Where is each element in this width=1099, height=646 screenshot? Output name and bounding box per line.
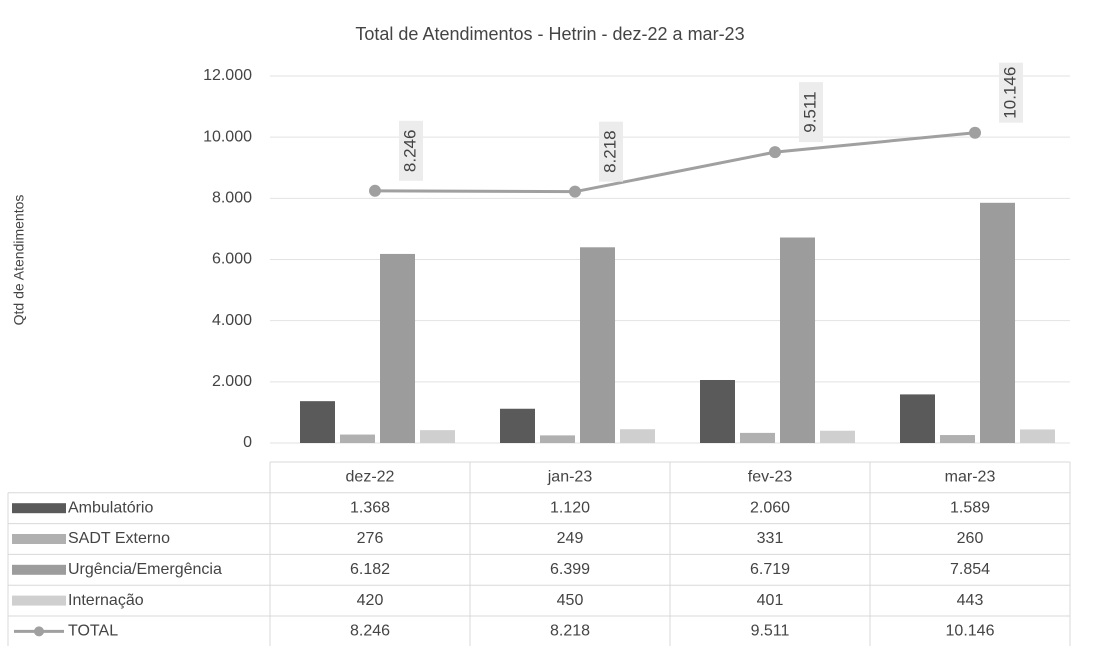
table-cell: 401 — [757, 592, 784, 609]
bar — [820, 430, 855, 443]
data-label: 8.246 — [400, 130, 419, 173]
table-cell: 420 — [357, 592, 384, 609]
y-tick-label: 4.000 — [212, 312, 252, 329]
bar — [1020, 429, 1055, 443]
line-marker — [569, 185, 581, 198]
data-label-box — [999, 62, 1023, 123]
line-marker — [369, 184, 381, 197]
table-cell: 450 — [557, 592, 584, 609]
table-cell: 6.399 — [550, 561, 590, 578]
y-tick-label: 0 — [243, 434, 252, 451]
table-cell: 276 — [357, 530, 384, 547]
chart-title: Total de Atendimentos - Hetrin - dez-22 … — [355, 24, 744, 44]
legend-label: SADT Externo — [68, 530, 170, 547]
data-label-box — [799, 82, 823, 143]
y-tick-label: 10.000 — [203, 128, 252, 145]
bar — [420, 430, 455, 443]
x-tick-label: fev-23 — [748, 469, 793, 486]
table-cell: 331 — [757, 530, 784, 547]
table-cell: 260 — [957, 530, 984, 547]
legend-swatch — [34, 626, 44, 637]
legend-swatch — [12, 564, 66, 575]
x-tick-label: jan-23 — [547, 469, 593, 486]
bar — [620, 429, 655, 443]
line-marker — [969, 126, 981, 139]
legend-swatch — [12, 595, 66, 606]
y-tick-label: 2.000 — [212, 373, 252, 390]
table-cell: 443 — [957, 592, 984, 609]
table-cell: 9.511 — [751, 623, 790, 640]
table-cell: 1.589 — [950, 499, 990, 516]
bar — [380, 253, 415, 443]
table-cell: 6.719 — [750, 561, 790, 578]
y-tick-label: 12.000 — [203, 67, 252, 84]
bar — [980, 202, 1015, 443]
table-cell: 1.368 — [350, 499, 390, 516]
bar — [340, 434, 375, 443]
legend-swatch — [12, 503, 66, 514]
y-axis-title: Qtd de Atendimentos — [11, 195, 27, 326]
line-marker — [769, 146, 781, 159]
data-label-box — [599, 121, 623, 182]
table-cell: 8.246 — [350, 623, 390, 640]
y-tick-label: 8.000 — [212, 190, 252, 207]
table-cell: 6.182 — [350, 561, 390, 578]
data-label: 8.218 — [600, 130, 619, 173]
x-tick-label: mar-23 — [945, 469, 996, 486]
table-cell: 249 — [557, 530, 584, 547]
bar — [300, 401, 335, 443]
data-label: 10.146 — [1000, 67, 1019, 119]
table-cell: 7.854 — [950, 561, 990, 578]
bar — [500, 408, 535, 443]
bar — [700, 379, 735, 443]
table-cell: 10.146 — [946, 623, 995, 640]
bar — [740, 432, 775, 443]
table-cell: 2.060 — [750, 499, 790, 516]
legend-swatch — [12, 534, 66, 544]
legend-label: Urgência/Emergência — [68, 561, 222, 578]
bar — [580, 247, 615, 443]
data-label-box — [399, 120, 423, 181]
legend-label: TOTAL — [68, 623, 118, 640]
bar — [540, 435, 575, 443]
data-label: 9.511 — [800, 91, 819, 132]
table-cell: 1.120 — [550, 499, 590, 516]
line — [374, 131, 976, 194]
bar — [900, 394, 935, 443]
legend-label: Ambulatório — [68, 499, 153, 516]
table-cell: 8.218 — [550, 623, 590, 640]
bar — [780, 237, 815, 443]
x-tick-label: dez-22 — [346, 469, 395, 486]
y-tick-label: 6.000 — [212, 251, 252, 268]
legend-label: Internação — [68, 592, 144, 609]
bar — [940, 435, 975, 443]
